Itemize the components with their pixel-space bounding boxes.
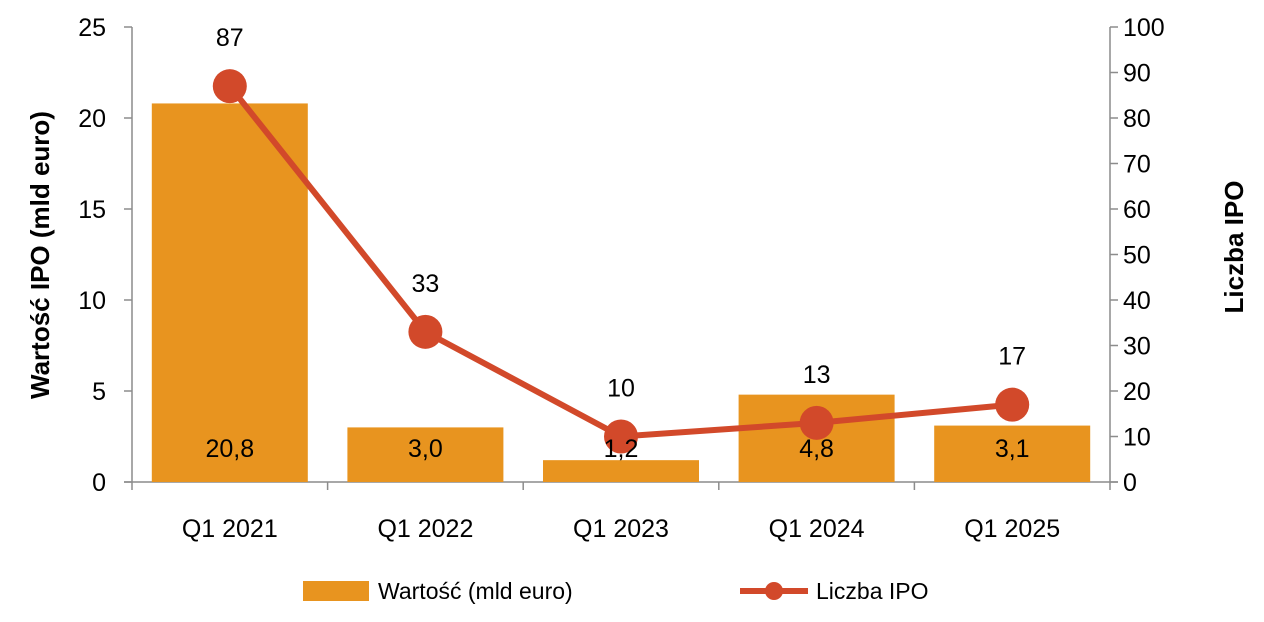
x-axis-tick-label: Q1 2023 <box>573 515 669 543</box>
line-data-label: 13 <box>803 361 831 389</box>
line-point <box>799 405 834 440</box>
left-axis-tick-label: 10 <box>78 287 106 315</box>
line-point <box>212 69 247 104</box>
line-series <box>212 69 1030 454</box>
right-axis-tick-label: 60 <box>1123 196 1151 224</box>
bar <box>934 425 1091 482</box>
left-axis-tick-label: 0 <box>92 469 106 497</box>
legend-swatch-bar <box>303 581 369 601</box>
left-axis: 0 5 10 15 20 25 <box>78 14 133 497</box>
bar-data-label: 20,8 <box>205 435 254 463</box>
legend: Wartość (mld euro) Liczba IPO <box>303 578 929 604</box>
bar-data-label: 4,8 <box>799 435 834 463</box>
legend-swatch-marker <box>765 582 783 600</box>
left-axis-tick-label: 5 <box>92 378 106 406</box>
bar <box>543 460 699 482</box>
right-axis-tick-label: 40 <box>1123 287 1151 315</box>
right-axis-tick-label: 50 <box>1123 242 1151 270</box>
line-data-label: 87 <box>216 24 244 52</box>
bar-data-label: 3,1 <box>995 435 1030 463</box>
legend-label-bar: Wartość (mld euro) <box>378 578 573 604</box>
right-axis-tick-label: 100 <box>1123 14 1165 42</box>
bar-data-label: 3,0 <box>408 435 443 463</box>
right-axis-tick-label: 90 <box>1123 60 1151 88</box>
x-axis-tick-label: Q1 2024 <box>769 515 865 543</box>
x-axis-tick-label: Q1 2022 <box>377 515 473 543</box>
right-axis-title: Liczba IPO <box>1219 181 1249 314</box>
line-point <box>604 419 638 454</box>
right-axis-tick-label: 70 <box>1123 151 1151 179</box>
bar-data-label: 1,2 <box>604 435 639 463</box>
x-axis-tick-label: Q1 2021 <box>182 515 278 543</box>
line-data-label: 10 <box>607 375 635 403</box>
line-data-label: 17 <box>998 343 1026 371</box>
line-data-label: 33 <box>411 270 439 298</box>
line-point <box>995 387 1030 422</box>
right-axis-tick-label: 0 <box>1123 469 1137 497</box>
legend-label-line: Liczba IPO <box>816 578 929 604</box>
left-axis-tick-label: 25 <box>78 14 106 42</box>
left-axis-title: Wartość IPO (mld euro) <box>25 111 55 399</box>
data-labels: 20,8 3,0 1,2 4,8 3,1 87 33 10 13 17 <box>205 24 1029 463</box>
bar-series <box>151 103 1091 482</box>
right-axis-tick-label: 80 <box>1123 105 1151 133</box>
x-axis: Q1 2021 Q1 2022 Q1 2023 Q1 2024 Q1 2025 <box>124 481 1118 543</box>
right-axis-tick-label: 10 <box>1123 424 1151 452</box>
right-axis-tick-label: 30 <box>1123 333 1151 361</box>
left-axis-tick-label: 15 <box>78 196 106 224</box>
line-point <box>408 314 443 349</box>
x-axis-tick-label: Q1 2025 <box>964 515 1060 543</box>
right-axis-tick-label: 20 <box>1123 378 1151 406</box>
bar <box>151 103 308 482</box>
left-axis-tick-label: 20 <box>78 105 106 133</box>
right-axis: 0 10 20 30 40 50 60 70 80 90 100 <box>1109 14 1165 497</box>
bar <box>347 427 504 482</box>
